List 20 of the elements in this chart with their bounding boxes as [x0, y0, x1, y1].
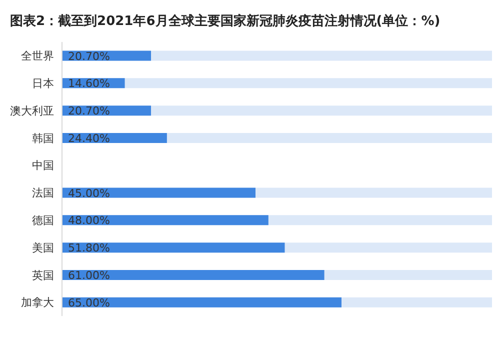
y-tick-label: 日本: [32, 77, 54, 90]
chart-title: 图表2：截至到2021年6月全球主要国家新冠肺炎疫苗注射情况(单位：%): [9, 12, 442, 31]
y-tick-label: 美国: [32, 241, 54, 254]
y-tick-label: 澳大利亚: [10, 104, 54, 118]
y-tick-label: 法国: [32, 186, 54, 200]
data-label: 45.00%: [68, 186, 110, 200]
data-label: 51.80%: [68, 242, 110, 255]
data-label: 65.00%: [68, 296, 110, 310]
y-tick-label: 中国: [32, 159, 54, 172]
data-label: 24.40%: [68, 132, 110, 145]
y-tick-label: 德国: [32, 214, 54, 228]
y-tick-label: 全世界: [21, 50, 54, 63]
y-tick-label: 加拿大: [21, 296, 54, 310]
y-tick-label: 英国: [32, 268, 54, 282]
data-label: 48.00%: [68, 214, 110, 228]
data-label: 61.00%: [68, 268, 110, 282]
data-label: 14.60%: [68, 77, 110, 90]
data-label: 20.70%: [68, 104, 110, 118]
data-label: 20.70%: [68, 50, 110, 63]
y-tick-label: 韩国: [32, 132, 54, 145]
